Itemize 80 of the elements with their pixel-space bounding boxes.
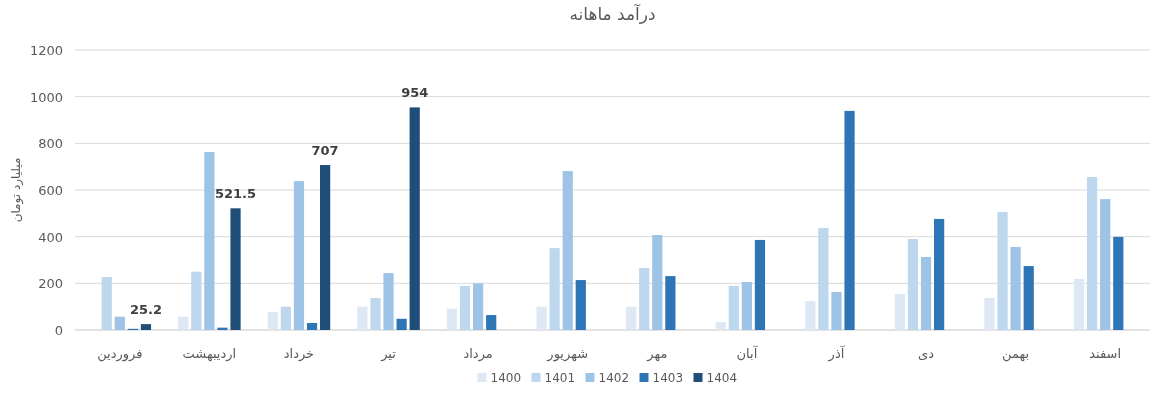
bar [306,323,318,330]
y-axis-title: میلیارد تومان [9,157,24,223]
bar [831,291,842,330]
legend-label: 1404 [706,371,738,385]
bar [575,280,586,330]
bar [293,181,305,330]
legend-label: 1400 [490,371,522,385]
x-tick-label: بهمن [1002,346,1030,362]
x-tick-label: مهر [646,346,668,362]
y-tick-label: 0 [54,323,63,338]
x-tick-label: اسفند [1089,346,1122,361]
x-tick-label: شهریور [546,346,589,362]
bar [217,327,228,330]
bar [818,228,829,330]
x-tick-label: اردیبهشت [182,346,237,362]
bar [907,239,919,330]
data-label: 954 [401,85,429,101]
bar [486,315,497,330]
bar [230,208,241,330]
bar [320,165,331,330]
bar [383,273,394,330]
legend-label: 1401 [544,371,576,385]
bar [409,107,420,330]
x-tick-label: دی [918,346,935,361]
bar [626,306,637,330]
bar [1073,278,1085,330]
bar [754,239,766,330]
bar [536,306,547,330]
y-tick-label: 400 [38,229,63,245]
bar [894,294,905,330]
bar [446,308,458,330]
bar [652,235,663,330]
legend-label: 1402 [598,371,630,385]
x-tick-label: مرداد [463,346,493,362]
bar [715,322,726,330]
bar [1023,266,1034,330]
bar [562,171,573,330]
bar [101,277,112,330]
bar [805,301,816,330]
x-tick-label: آذر [827,345,846,362]
bar [665,276,676,330]
y-tick-label: 800 [38,136,63,152]
x-tick-label: فروردین [97,346,143,362]
bar [114,316,125,330]
x-tick-label: تیر [380,346,397,362]
bar [997,211,1008,330]
bar [920,256,932,330]
bar [728,285,739,330]
bar [357,306,368,330]
bar [741,281,752,330]
legend-label: 1403 [652,371,684,385]
bar [396,318,407,330]
y-tick-label: 1200 [29,43,63,58]
bar [178,316,189,330]
bar [204,151,215,330]
bar [280,306,291,330]
bar [844,110,855,330]
data-label: 25.2 [129,302,162,318]
bar [549,248,560,330]
bar [459,285,471,330]
bar [1113,236,1124,330]
y-tick-label: 1000 [29,89,63,105]
x-tick-label: خرداد [283,346,315,362]
bar [1100,199,1111,330]
bar [1010,246,1021,330]
bar [639,267,650,330]
y-tick-label: 200 [38,276,63,292]
bar [473,283,484,330]
bar [267,312,278,330]
bar [370,298,381,330]
bar [140,324,152,330]
data-label: 521.5 [214,186,257,202]
x-tick-label: آبان [736,345,759,361]
data-label: 707 [311,143,339,159]
bar [984,298,995,330]
bar [1087,176,1098,330]
chart-title: درآمد ماهانه [569,3,656,24]
bar [191,271,202,330]
bar [934,218,945,330]
y-tick-label: 600 [38,183,63,198]
